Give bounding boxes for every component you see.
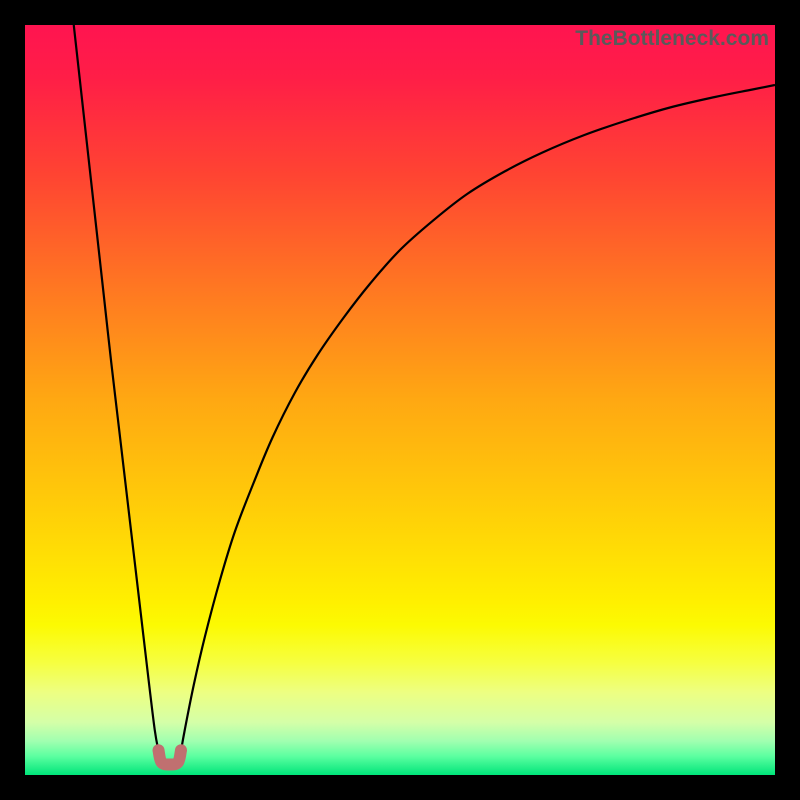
chart-frame: TheBottleneck.com xyxy=(0,0,800,800)
watermark-text: TheBottleneck.com xyxy=(575,27,769,51)
chart-svg xyxy=(25,25,775,775)
gradient-background xyxy=(25,25,775,775)
plot-area: TheBottleneck.com xyxy=(25,25,775,775)
